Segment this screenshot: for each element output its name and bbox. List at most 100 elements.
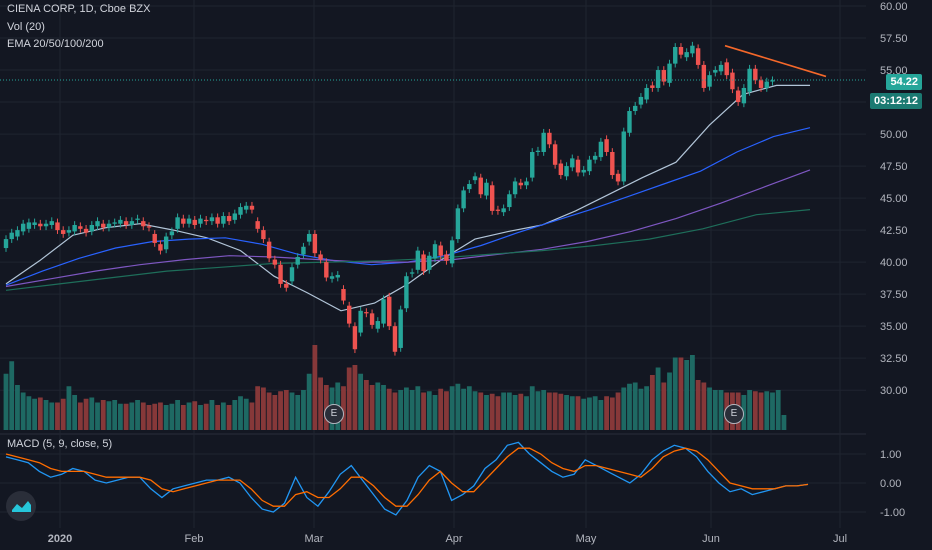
volume-bar xyxy=(272,395,278,430)
candle-body xyxy=(369,313,375,325)
earnings-badge-mar[interactable]: E xyxy=(324,404,344,424)
candle-body xyxy=(610,151,615,176)
trendline[interactable] xyxy=(724,44,827,78)
candle-body xyxy=(398,309,403,348)
volume-bar xyxy=(169,403,175,430)
candle-body xyxy=(15,230,20,237)
price-tick-label: 35.00 xyxy=(880,321,908,333)
volume-bar xyxy=(77,402,83,430)
candle-body xyxy=(713,70,718,73)
volume-bar xyxy=(581,398,587,430)
candle-body xyxy=(226,216,232,222)
candle-body xyxy=(3,239,9,249)
candle-body xyxy=(724,62,729,76)
volume-bar xyxy=(695,380,701,430)
volume-bar xyxy=(312,345,318,430)
resistance-trendline xyxy=(724,44,827,78)
volume-bar xyxy=(484,395,489,430)
volume-bar xyxy=(249,402,255,430)
volume-bar xyxy=(558,393,564,430)
candle-body xyxy=(249,205,255,210)
volume-bar xyxy=(478,392,484,430)
volume-bar xyxy=(472,391,478,430)
candle-body xyxy=(490,185,495,211)
volume-bar xyxy=(198,405,203,430)
volume-bar xyxy=(489,393,495,430)
candle-body xyxy=(461,190,466,209)
candle-body xyxy=(707,75,712,87)
volume-bar xyxy=(158,402,163,430)
candle-body xyxy=(512,181,518,195)
volume-bar xyxy=(444,391,449,430)
candle-body xyxy=(215,217,220,224)
candle-body xyxy=(272,259,278,265)
tradingview-logo-icon[interactable] xyxy=(6,491,36,521)
volume-bar xyxy=(89,397,95,430)
candle-body xyxy=(438,245,443,256)
candle-body xyxy=(392,326,398,352)
candle-body xyxy=(318,254,323,260)
volume-bar xyxy=(341,386,346,430)
time-tick-label: Mar xyxy=(305,533,324,545)
volume-bar xyxy=(701,382,707,430)
candle-body xyxy=(118,219,123,224)
volume-bar xyxy=(295,395,301,430)
candle-body xyxy=(404,276,409,309)
volume-bar xyxy=(55,402,60,430)
candle-body xyxy=(301,246,306,255)
volume-bar xyxy=(449,386,455,430)
volume-bar xyxy=(123,403,129,430)
volume-bar xyxy=(255,386,261,430)
candle-body xyxy=(444,254,449,261)
volume-bar xyxy=(649,375,655,430)
candle-body xyxy=(175,217,180,229)
volume-bar xyxy=(20,392,26,430)
volume-bar xyxy=(369,385,375,430)
volume-bar xyxy=(587,397,592,430)
price-tick-label: 32.50 xyxy=(880,353,908,365)
volume-bar xyxy=(163,405,169,430)
volume-bar xyxy=(758,392,764,430)
candle-body xyxy=(741,87,747,104)
macd-line xyxy=(5,441,809,516)
candle-body xyxy=(255,221,260,229)
volume-bar xyxy=(140,402,146,430)
volume-bar xyxy=(175,400,180,430)
volume-bar xyxy=(72,395,78,430)
candle-body xyxy=(186,218,192,224)
volume-bar xyxy=(37,397,43,430)
candle-body xyxy=(83,228,89,233)
volume-bar xyxy=(609,397,615,430)
volume-bar xyxy=(781,415,787,430)
volume-bar xyxy=(426,391,432,430)
candle-body xyxy=(266,241,272,259)
volume-bar xyxy=(615,392,621,430)
candle-body xyxy=(604,139,609,152)
candle-body xyxy=(192,219,197,225)
volume-bar xyxy=(129,402,135,430)
earnings-badge-jun[interactable]: E xyxy=(724,404,744,424)
volume-bar xyxy=(466,386,472,430)
volume-bar xyxy=(386,388,392,430)
time-tick-label: May xyxy=(576,533,597,545)
volume-bar xyxy=(655,367,661,430)
candle-body xyxy=(552,144,558,165)
volume-bar xyxy=(266,392,272,430)
volume-bar xyxy=(644,386,650,430)
volume-bar xyxy=(552,392,558,430)
candle-body xyxy=(49,221,54,225)
candle-body xyxy=(158,244,163,251)
candle-body xyxy=(455,208,461,240)
candle-body xyxy=(770,80,775,82)
volume-bar xyxy=(363,380,369,430)
volume-bar xyxy=(707,387,712,430)
volume-bar xyxy=(100,400,106,430)
candle-body xyxy=(735,90,741,103)
volume-bar xyxy=(592,396,598,430)
candle-body xyxy=(753,68,758,81)
volume-bar xyxy=(747,390,752,430)
volume-bar xyxy=(49,402,55,430)
candle-body xyxy=(581,169,586,173)
volume-bar xyxy=(243,398,249,430)
